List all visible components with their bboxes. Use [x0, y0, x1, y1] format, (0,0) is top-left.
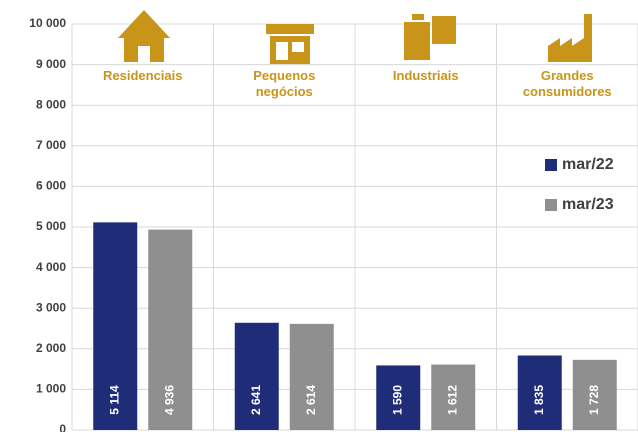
value-label: 1 728: [587, 385, 601, 415]
value-label: 2 641: [249, 385, 263, 415]
y-tick-label: 0: [59, 422, 66, 432]
legend-swatch: [545, 159, 557, 171]
legend-label: mar/22: [562, 156, 614, 173]
value-label: 2 614: [304, 385, 318, 415]
y-tick-label: 6 000: [36, 179, 66, 193]
shop-icon: [266, 24, 314, 64]
category-label: Residenciais: [103, 68, 183, 83]
legend-swatch: [545, 199, 557, 211]
y-tick-label: 3 000: [36, 300, 66, 314]
category-label: Pequenos negócios: [253, 68, 316, 99]
icons: [118, 10, 592, 64]
y-tick-label: 5 000: [36, 219, 66, 233]
bar: [376, 365, 421, 430]
bar: [572, 359, 617, 430]
bar: [93, 222, 138, 430]
y-tick-label: 7 000: [36, 138, 66, 152]
y-tick-label: 8 000: [36, 97, 66, 111]
y-tick-label: 10 000: [29, 16, 66, 30]
house-icon: [118, 10, 170, 62]
industry-icon: [404, 14, 456, 60]
bar: [148, 229, 193, 430]
value-label: 1 590: [390, 385, 404, 415]
grid: [71, 23, 638, 431]
factory-icon: [548, 14, 592, 62]
value-label: 1 612: [445, 385, 459, 415]
bar: [234, 322, 279, 430]
y-tick-label: 1 000: [36, 382, 66, 396]
y-tick-label: 9 000: [36, 57, 66, 71]
value-label: 4 936: [162, 385, 176, 415]
category-label: Grandes consumidores: [522, 68, 612, 99]
bar: [517, 355, 562, 430]
value-label: 5 114: [107, 385, 121, 415]
bar: [431, 364, 476, 430]
category-label: Industriais: [392, 68, 459, 83]
value-label: 1 835: [532, 385, 546, 415]
bar: [289, 323, 334, 430]
y-tick-label: 2 000: [36, 341, 66, 355]
y-tick-label: 4 000: [36, 260, 66, 274]
legend-label: mar/23: [562, 196, 614, 213]
